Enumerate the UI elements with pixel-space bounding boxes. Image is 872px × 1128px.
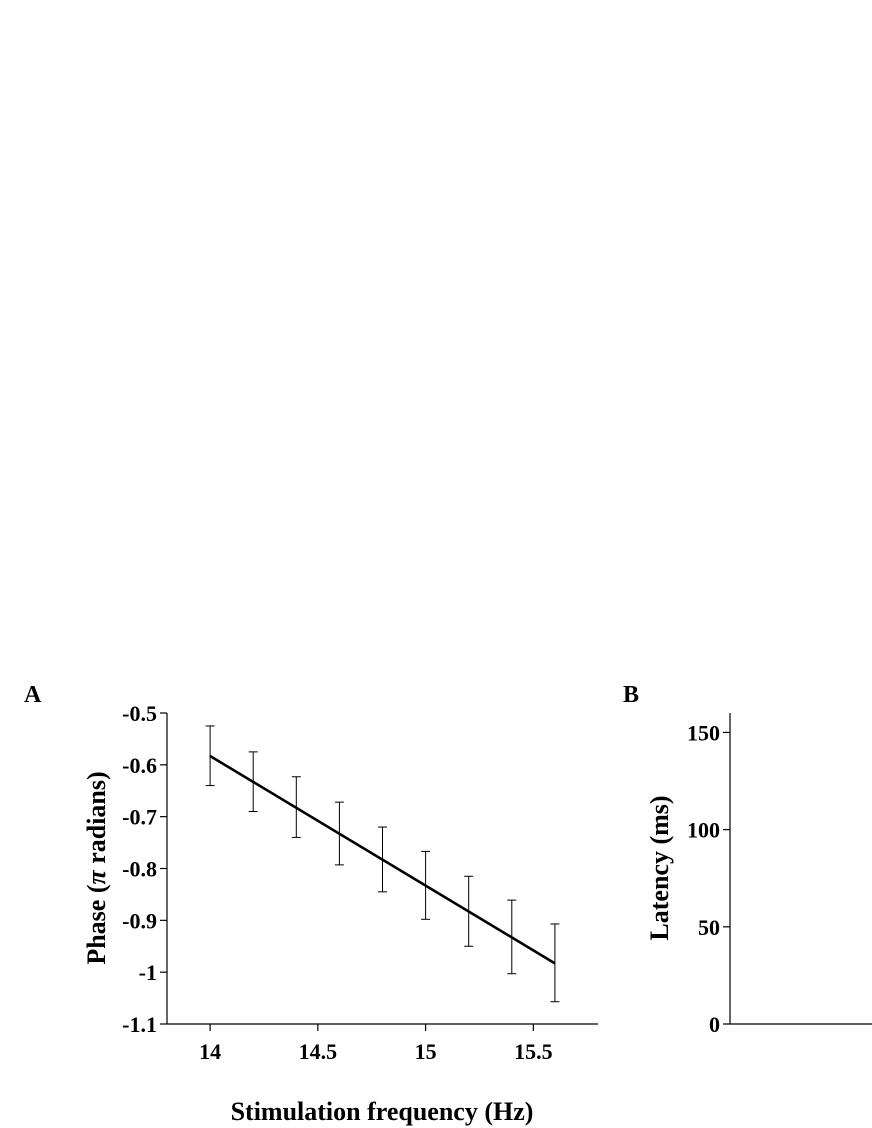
panel-b-chart: B 0 50 100 150 Latency (ms) [623, 682, 872, 1037]
panel-b-y-tick-label: 150 [687, 720, 720, 745]
panel-b-label: B [623, 682, 639, 708]
panel-a-y-tick-label: -0.7 [122, 805, 157, 830]
panel-a-y-tick-label: -0.5 [122, 701, 157, 726]
panel-a-x-tick-label: 15.5 [514, 1039, 553, 1064]
panel-b-y-axis-title: Latency (ms) [645, 795, 674, 940]
panel-a-y-axis-title: Phase (π radians) [82, 771, 111, 964]
panel-b-y-tick-label: 0 [709, 1012, 720, 1037]
panel-a-x-tick-label: 14 [199, 1039, 221, 1064]
panel-a-error-bar [205, 725, 215, 787]
panel-a-y-tick-label: -0.8 [122, 857, 157, 882]
panel-b-y-tick-label: 100 [687, 818, 720, 843]
panel-a-x-tick-label: 14.5 [299, 1039, 338, 1064]
panel-a-fit-line [209, 754, 556, 965]
panel-b-y-tick-label: 50 [698, 915, 720, 940]
panel-a-y-axis-title-prefix: Phase ( [82, 885, 111, 965]
panel-a-y-tick-label: -0.6 [122, 753, 157, 778]
panel-a-y-tick-label: -1 [139, 960, 157, 985]
panel-a-y-tick-label: -1.1 [122, 1012, 157, 1037]
panel-a-label: A [24, 682, 42, 708]
panel-a-y-tick-label: -0.9 [122, 908, 157, 933]
panel-a-y-axis-title-suffix: radians) [82, 771, 111, 870]
panel-a-chart: A -0.5 -0.6 -0.7 -0.8 -0.9 -1 -1.1 14 14.5 15 15.… [24, 682, 598, 1126]
panel-a-x-axis-title: Stimulation frequency (Hz) [231, 1097, 534, 1126]
panel-a-y-axis-title-symbol: π [82, 870, 111, 885]
panel-a-x-tick-label: 15 [415, 1039, 437, 1064]
